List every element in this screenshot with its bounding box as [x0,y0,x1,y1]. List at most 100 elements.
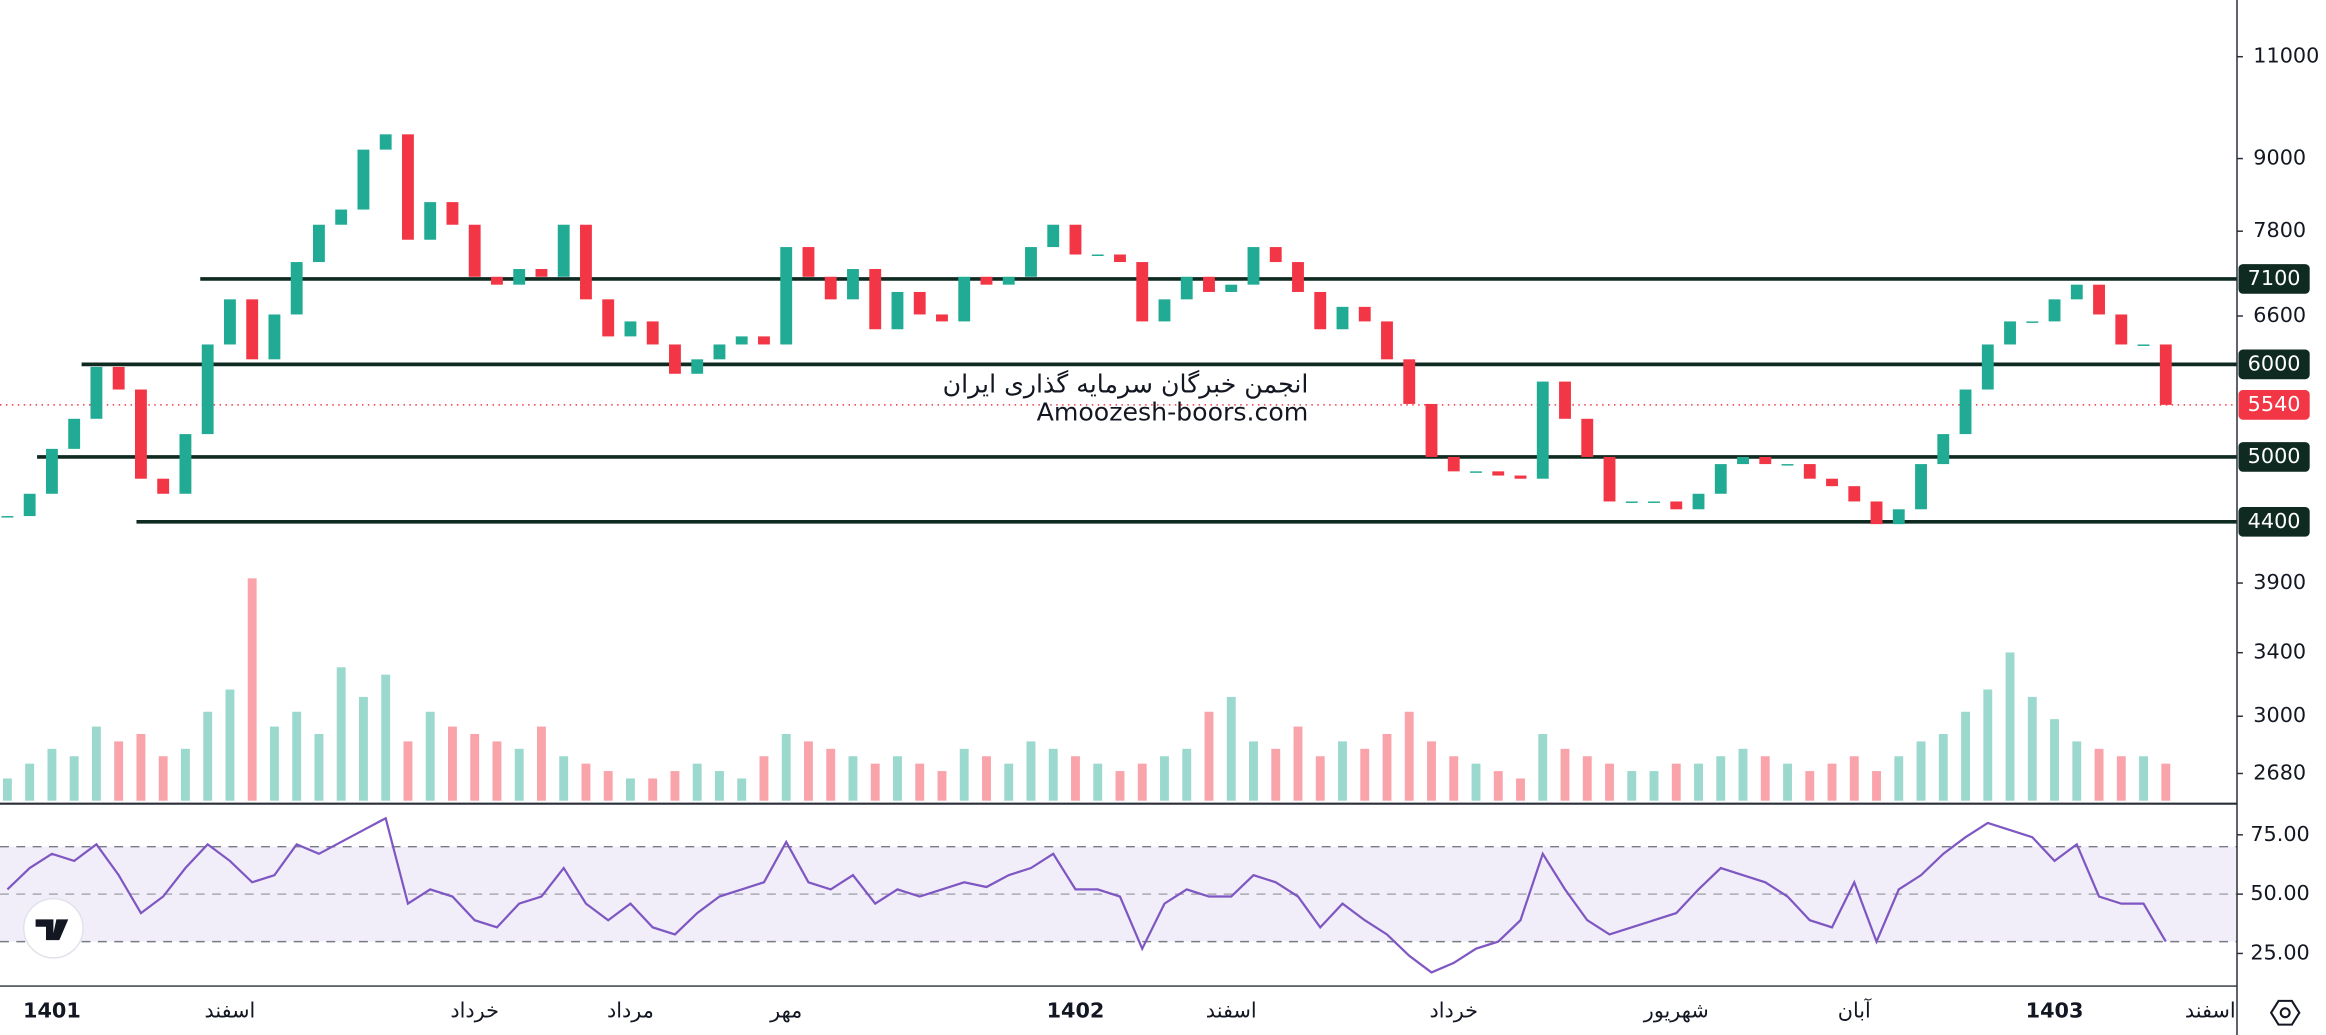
candle [1670,501,1683,510]
volume-bar [447,726,457,801]
candle [201,344,214,435]
volume-bar [559,756,569,801]
candle [1269,247,1282,263]
volume-bar [425,711,435,801]
candle [45,448,58,494]
candle [824,276,837,300]
volume-bar [2139,756,2148,801]
x-tick-label: اسفند [205,998,256,1022]
volume-bar [937,771,947,801]
volume-bar [1271,748,1281,801]
candle [691,359,704,374]
candle [446,202,459,225]
candle [1180,276,1193,300]
candle [2115,314,2128,345]
volume-bar [626,778,635,801]
volume-bar [2050,719,2059,801]
x-tick-label: اسفند [2185,998,2236,1022]
candle [223,299,236,345]
settings-dot [2279,1007,2291,1019]
candle [891,291,904,330]
candle [1447,456,1460,472]
volume-bar [514,748,524,801]
x-tick-label: اسفند [1206,998,1257,1022]
candle [2159,344,2172,405]
candle [313,224,325,263]
candle [1247,247,1260,285]
candle [557,224,570,277]
candle [980,276,993,285]
volume-bar [536,726,546,801]
rsi-tick-label: 50.00 [2250,881,2309,905]
candle [268,314,281,360]
volume-bar [826,748,836,801]
rsi-tick-label: 25.00 [2250,940,2309,964]
watermark-url: Amoozesh-boors.com [1037,398,1309,427]
volume-bar [1071,756,1080,801]
volume-bar [136,733,146,801]
volume-bar [1849,756,1859,801]
candle [335,209,348,225]
candle [713,344,726,360]
volume-bar [1671,763,1681,801]
candle [1225,284,1238,292]
candle [90,366,103,419]
candle [1692,493,1705,510]
volume-bar [25,763,35,801]
x-tick-label: 1401 [23,998,81,1022]
candle [624,321,637,337]
volume-bar [91,726,101,801]
candle [1826,478,1838,487]
x-tick-label: مهر [769,998,802,1022]
volume-bar [114,741,124,801]
candle [735,336,748,345]
volume-bar [1048,748,1058,801]
volume-bar [1560,748,1570,801]
candle [1403,359,1416,404]
candle [936,314,948,322]
volume-bar [1315,756,1325,801]
candle [1714,464,1727,494]
candle [1069,224,1082,255]
candle [1514,475,1527,479]
settings-hex[interactable] [2269,999,2301,1026]
volume-bar [269,726,279,801]
volume-bar [1182,748,1192,801]
level-label: 4400 [2248,509,2301,533]
settings-icon[interactable] [2269,999,2301,1026]
candle [958,276,971,322]
candle [2093,284,2105,315]
tradingview-logo[interactable] [22,897,84,959]
candle [1091,254,1104,256]
candle [179,434,192,494]
volume-bar [358,696,368,801]
volume-bar [336,667,346,801]
candle [1492,471,1505,476]
volume-bar [180,748,190,801]
volume-bar [69,756,79,801]
candle [535,269,548,277]
volume-bar [2,778,12,801]
volume-bar [1894,756,1904,801]
x-tick-label: آبان [1838,997,1872,1022]
volume-bar [1605,763,1614,801]
rsi-line [6,816,2167,974]
x-tick-label: خرداد [450,998,499,1022]
volume-bar [492,741,502,801]
candle [1937,434,1950,465]
volume-bar [2094,748,2104,801]
volume-bar [804,741,813,801]
volume-bar [1961,711,1970,801]
candle [2070,284,2083,300]
volume-bar [982,756,991,801]
candle [2004,321,2016,345]
candle [869,269,882,330]
volume-bar [2161,763,2171,801]
volume-bar [470,733,480,801]
plot-area [0,134,2237,974]
y-tick-label: 3000 [2253,703,2306,727]
volume-bar [759,756,769,801]
y-tick-label: 11000 [2253,44,2319,68]
